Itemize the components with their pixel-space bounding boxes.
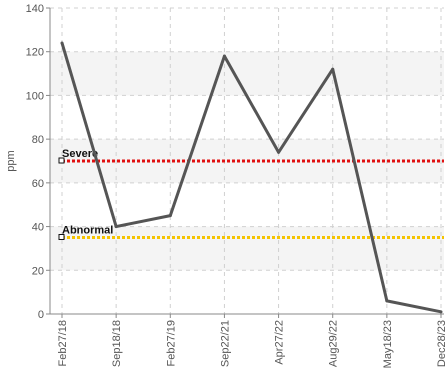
y-tick-label: 140 [26,3,44,15]
data-point [439,310,443,314]
threshold-label: Severe [62,148,98,160]
y-tick-label: 0 [38,309,44,321]
y-tick-label: 40 [32,222,44,234]
x-tick-label: Feb27/18 [57,320,69,366]
data-point [385,299,389,303]
data-point [168,214,172,218]
x-tick-label: Feb27/19 [165,320,177,366]
x-tick-labels: Feb27/18 Sep18/18 Feb27/19 Sep22/21 Apr27/22… [57,314,447,368]
y-axis-label: ppm [5,150,17,171]
data-point [222,54,226,58]
data-point [277,150,281,154]
threshold-label: Abnormal [62,225,113,237]
x-tick-label: Sep22/21 [219,320,231,367]
x-tick-label: Apr27/22 [274,320,286,365]
x-tick-label: Dec28/23 [436,320,447,367]
data-point [331,67,335,71]
y-tick-label: 100 [26,90,44,102]
threshold-lines: Severe Abnormal [58,148,444,240]
data-point [60,41,64,45]
grid-band [50,51,444,96]
y-tick-label: 120 [26,47,44,59]
data-series [60,41,443,314]
x-tick-label: Sep18/18 [111,320,123,367]
y-tick-label: 80 [32,134,44,146]
y-tick-labels: 0 20 40 60 80 100 120 140 [26,3,50,321]
x-tick-label: May18/23 [382,320,394,368]
threshold-marker [58,157,65,164]
x-tick-label: Aug29/22 [328,320,340,367]
data-point [114,225,118,229]
series-line [60,42,442,314]
threshold-marker [58,234,65,240]
y-tick-label: 20 [32,265,44,277]
y-tick-label: 60 [32,178,44,190]
